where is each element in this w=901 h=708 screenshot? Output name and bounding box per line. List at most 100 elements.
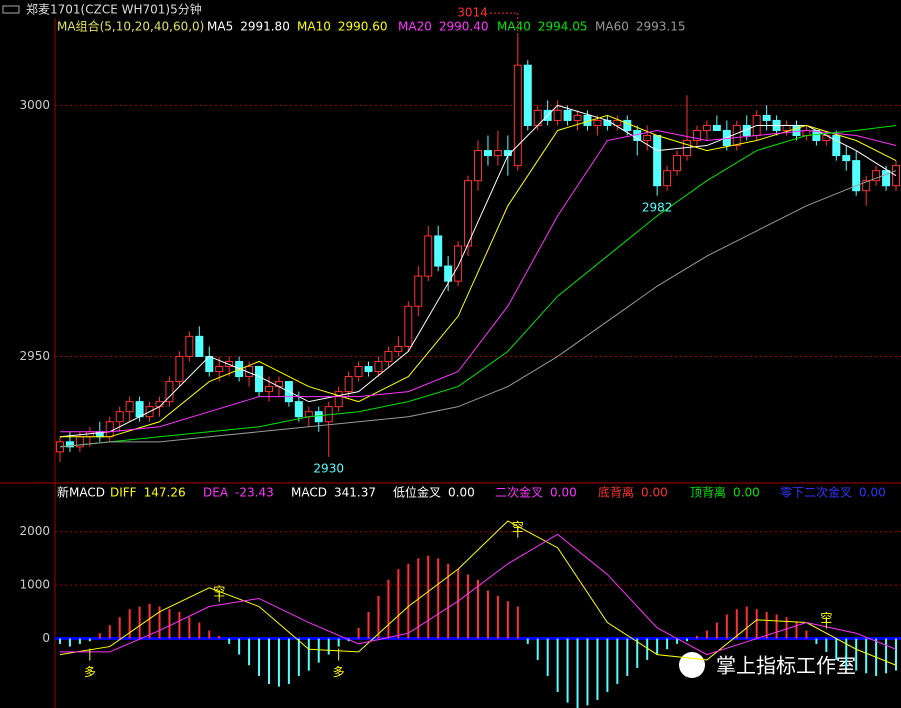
candle-body — [264, 386, 273, 393]
candle-body — [195, 335, 204, 357]
legend-value: 2990.40 — [439, 20, 489, 34]
legend-value: 2991.80 — [240, 20, 290, 34]
legend-value: 0.00 — [733, 486, 760, 500]
candle-body — [464, 180, 473, 247]
candle-body — [692, 129, 701, 142]
legend-name: MA10 — [297, 20, 331, 34]
y-tick-label: 3000 — [19, 98, 50, 112]
y-tick-label: 2000 — [19, 524, 50, 538]
candle-body — [135, 401, 144, 418]
marker: 多 — [84, 665, 96, 679]
y-tick-label: 0 — [42, 631, 50, 645]
candle-body — [852, 160, 861, 192]
legend-title: MA组合(5,10,20,40,60,0) — [57, 19, 204, 34]
candle-body — [215, 366, 224, 373]
candle-body — [314, 411, 323, 423]
candle-body — [613, 119, 622, 126]
candle-body — [374, 360, 383, 373]
legend-name: DIFF — [110, 486, 137, 500]
candle-body — [65, 441, 74, 448]
price-label: 2982 — [642, 200, 673, 214]
legend-value: 0.00 — [641, 486, 668, 500]
ma-line — [59, 104, 897, 438]
legend-value: 0.00 — [859, 486, 886, 500]
watermark: 掌上指标工作室 — [716, 654, 856, 678]
candle-body — [444, 265, 453, 282]
marker: 空 — [213, 584, 225, 598]
y-tick-label: 1000 — [19, 578, 50, 592]
legend-value: 0.00 — [550, 486, 577, 500]
candle-body — [593, 119, 602, 126]
legend-name: 顶背离 — [690, 485, 726, 500]
legend-name: 底背离 — [598, 485, 634, 500]
watermark-icon — [679, 652, 705, 678]
price-label: 2930 — [313, 461, 344, 475]
marker: 多 — [333, 665, 345, 679]
indicator-title: 新MACD — [57, 485, 105, 500]
candle-body — [185, 335, 194, 357]
candle-body — [424, 235, 433, 277]
candle-body — [513, 64, 522, 167]
candle-body — [663, 170, 672, 187]
candle-body — [653, 135, 662, 187]
candle-body — [115, 411, 124, 423]
candle-body — [782, 124, 791, 131]
window-icon — [2, 5, 20, 14]
candle-body — [523, 64, 532, 126]
candle-body — [643, 135, 652, 142]
legend-name: MA20 — [398, 20, 432, 34]
legend-value: 341.37 — [334, 486, 376, 500]
candle-body — [294, 401, 303, 418]
candle-body — [792, 124, 801, 136]
candle-body — [732, 124, 741, 147]
candle-body — [702, 124, 711, 131]
candle-body — [334, 391, 343, 408]
legend-value: 147.26 — [144, 486, 186, 500]
candle-body — [344, 376, 353, 393]
candle-body — [712, 124, 721, 131]
candle-body — [125, 401, 134, 413]
legend-name: MA40 — [497, 20, 531, 34]
candle-body — [165, 381, 174, 403]
candle-body — [255, 366, 264, 393]
candle-body — [354, 366, 363, 378]
legend-name: DEA — [203, 486, 229, 500]
y-tick-label: 2950 — [19, 349, 50, 363]
candle-body — [832, 135, 841, 157]
candle-body — [673, 155, 682, 172]
candle-body — [563, 109, 572, 121]
legend-value: 2990.60 — [338, 20, 388, 34]
candle-body — [493, 150, 502, 157]
candle-body — [434, 235, 443, 267]
marker: 空 — [512, 520, 524, 534]
candle-body — [304, 411, 313, 418]
legend-name: 二次金叉 — [495, 485, 543, 500]
legend-name: MA5 — [207, 20, 233, 34]
candle-body — [404, 305, 413, 347]
candle-body — [553, 109, 562, 121]
candle-body — [603, 119, 612, 126]
candle-body — [483, 150, 492, 157]
macd-line — [59, 520, 897, 666]
candle-body — [872, 170, 881, 182]
candle-body — [394, 345, 403, 352]
candle-body — [573, 114, 582, 121]
candle-body — [802, 129, 811, 136]
legend-value: 2994.05 — [538, 20, 588, 34]
candle-body — [623, 119, 632, 131]
candle-body — [105, 421, 114, 438]
candle-body — [414, 275, 423, 307]
candle-body — [882, 170, 891, 187]
candle-body — [384, 350, 393, 362]
candle-body — [762, 114, 771, 121]
marker: 空 — [820, 611, 832, 625]
legend-value: 0.00 — [448, 486, 475, 500]
candle-body — [175, 355, 184, 383]
candle-body — [842, 155, 851, 162]
candle-body — [474, 150, 482, 182]
candle-body — [364, 366, 373, 373]
legend-value: -23.43 — [235, 486, 274, 500]
ma-line — [59, 170, 897, 448]
